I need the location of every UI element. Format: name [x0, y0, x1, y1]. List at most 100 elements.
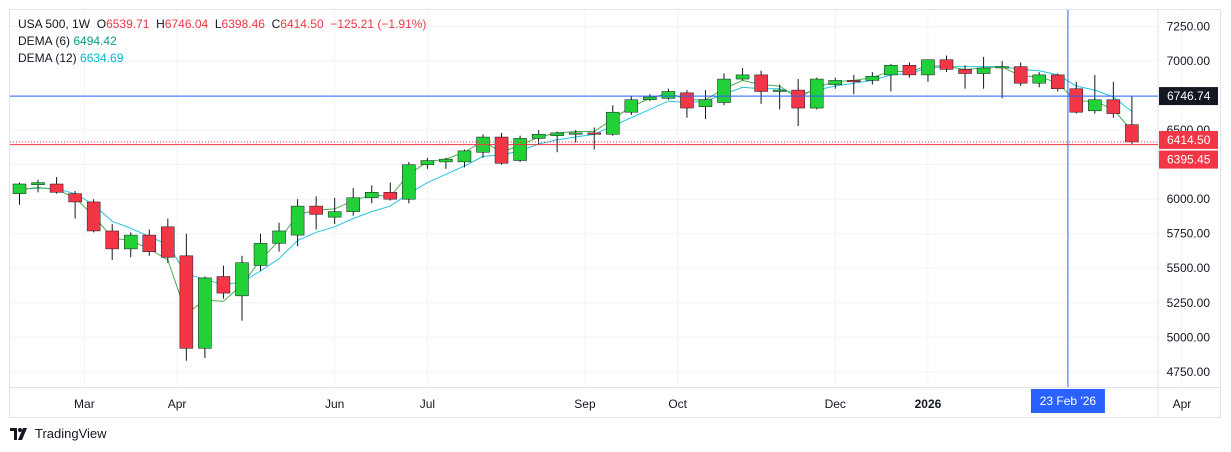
candle-body-14 — [272, 230, 286, 244]
tradingview-logo-icon — [10, 427, 27, 440]
candle-body-10 — [198, 277, 212, 349]
y-tick-label-2: 5250.00 — [1167, 296, 1211, 310]
candle-body-24 — [457, 150, 472, 163]
candle-body-59 — [1106, 99, 1121, 114]
candle-body-23 — [439, 158, 453, 163]
candle-body-35 — [661, 91, 676, 99]
candle-body-5 — [105, 230, 119, 250]
y-tick-label-10: 7250.00 — [1167, 20, 1211, 34]
candle-body-38 — [717, 78, 731, 103]
crosshair-date-label: 23 Feb '26 — [1040, 394, 1097, 408]
x-tick-label-4: Sep — [574, 397, 596, 411]
crosshair-date-label-bg — [1030, 389, 1105, 413]
candle-body-29 — [550, 132, 564, 136]
symbol[interactable]: USA 500 — [18, 17, 66, 31]
candle-body-26 — [494, 136, 509, 164]
change-pct: (−1.91%) — [377, 17, 427, 31]
candle-body-33 — [624, 99, 639, 113]
candle-body-4 — [86, 201, 101, 232]
candle-body-43 — [809, 78, 824, 109]
candle-body-32 — [606, 111, 620, 135]
high-value: 6746.04 — [164, 17, 209, 31]
change-value: −125.21 — [330, 17, 375, 31]
candle-body-60 — [1125, 124, 1139, 143]
candle-body-44 — [828, 80, 843, 85]
y-tick-label-9: 7000.00 — [1167, 54, 1211, 68]
candle-body-52 — [976, 67, 991, 74]
dema12-value: 6634.69 — [80, 51, 124, 65]
dema6-value: 6494.42 — [73, 34, 117, 48]
close-value: 6414.50 — [280, 17, 324, 31]
y-tick-label-0: 4750.00 — [1167, 365, 1211, 379]
candle-body-58 — [1088, 99, 1102, 112]
candle-body-31 — [587, 132, 601, 135]
dema6-row[interactable]: DEMA (6) 6494.42 — [18, 33, 426, 50]
candle-body-51 — [958, 69, 972, 74]
candle-body-6 — [123, 234, 138, 250]
dema-price-label-bg — [1159, 150, 1218, 169]
candle-body-2 — [49, 183, 64, 193]
x-tick-label-0: Mar — [74, 397, 95, 411]
brand-name: TradingView — [35, 426, 107, 441]
candle-body-3 — [68, 193, 82, 203]
y-tick-label-1: 5000.00 — [1167, 330, 1211, 344]
candle-body-8 — [161, 226, 175, 258]
candle-body-28 — [531, 134, 546, 139]
candle-body-55 — [1032, 74, 1046, 84]
candle-body-56 — [1050, 74, 1065, 89]
candle-body-47 — [884, 64, 898, 76]
candle-body-37 — [698, 99, 713, 107]
candle-body-18 — [346, 197, 360, 212]
candle-body-17 — [327, 211, 342, 218]
candle-body-48 — [902, 64, 917, 76]
candle-body-39 — [735, 74, 750, 80]
x-tick-label-3: Jul — [420, 397, 435, 411]
high-label: H — [156, 17, 165, 31]
x-tick-label-2: Jun — [325, 397, 344, 411]
interval[interactable]: 1W — [72, 17, 91, 31]
candle-body-16 — [309, 205, 323, 215]
candle-body-19 — [365, 192, 379, 199]
y-tick-label-3: 5500.00 — [1167, 261, 1211, 275]
chart-frame — [9, 9, 1221, 418]
candle-body-57 — [1069, 88, 1084, 113]
candle-body-7 — [142, 234, 157, 252]
candle-body-45 — [847, 80, 861, 83]
crosshair-price-label-bg — [1159, 87, 1218, 106]
x-tick-label-5: Oct — [668, 397, 687, 411]
candle-body-0 — [12, 183, 27, 194]
low-value: 6398.46 — [221, 17, 265, 31]
candle-body-46 — [865, 76, 880, 81]
candle-body-42 — [791, 89, 805, 109]
candle-body-53 — [995, 66, 1009, 69]
chart-legend: USA 500, 1W O6539.71 H6746.04 L6398.46 C… — [18, 16, 426, 67]
candle-body-11 — [216, 276, 231, 294]
ohlc-row: USA 500, 1W O6539.71 H6746.04 L6398.46 C… — [18, 17, 427, 31]
crosshair-price-label: 6746.74 — [1167, 89, 1211, 103]
open-value: 6539.71 — [106, 17, 150, 31]
candle-body-50 — [939, 59, 954, 70]
candle-body-9 — [179, 255, 194, 349]
candle-body-49 — [921, 59, 935, 76]
candle-body-30 — [568, 132, 583, 135]
close-price-label: 6414.50 — [1167, 133, 1211, 147]
candle-body-12 — [235, 262, 249, 297]
dema12-label: DEMA (12) — [18, 51, 77, 65]
open-label: O — [96, 17, 107, 31]
candle-body-20 — [383, 192, 398, 200]
x-tick-label-6: Dec — [825, 397, 846, 411]
x-tick-label-8: Apr — [1173, 397, 1192, 411]
candle-body-54 — [1013, 66, 1028, 84]
dema-price-label: 6395.45 — [1167, 153, 1211, 167]
candle-body-34 — [643, 96, 657, 101]
candle-body-13 — [253, 243, 268, 266]
candle-body-36 — [680, 92, 694, 109]
dema12-row[interactable]: DEMA (12) 6634.69 — [18, 50, 426, 67]
tradingview-brand[interactable]: TradingView — [10, 426, 107, 441]
candle-body-27 — [513, 138, 527, 161]
close-price-label-bg — [1159, 130, 1218, 149]
candle-body-22 — [420, 160, 435, 165]
dema6-label: DEMA (6) — [18, 34, 71, 48]
x-tick-label-1: Apr — [168, 397, 187, 411]
